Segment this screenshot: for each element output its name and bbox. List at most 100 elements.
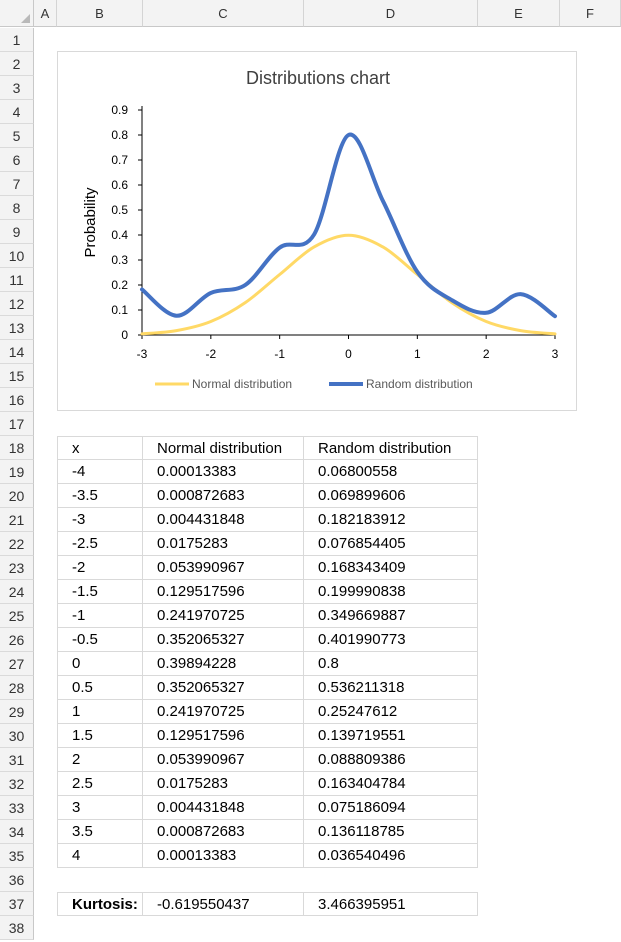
column-header-F[interactable]: F: [560, 0, 621, 27]
table-cell[interactable]: 0.352065327: [143, 628, 304, 652]
table-cell[interactable]: 0.129517596: [143, 580, 304, 604]
row-header-14[interactable]: 14: [0, 340, 34, 364]
table-cell[interactable]: 0.004431848: [143, 508, 304, 532]
table-cell[interactable]: 0.075186094: [304, 796, 478, 820]
select-all-corner[interactable]: [0, 0, 34, 27]
row-header-1[interactable]: 1: [0, 28, 34, 52]
table-cell[interactable]: -2.5: [57, 532, 143, 556]
table-cell[interactable]: 0.069899606: [304, 484, 478, 508]
table-cell[interactable]: 0.168343409: [304, 556, 478, 580]
table-cell[interactable]: 1.5: [57, 724, 143, 748]
table-cell[interactable]: 0.8: [304, 652, 478, 676]
table-cell[interactable]: 2.5: [57, 772, 143, 796]
table-cell[interactable]: 0.000872683: [143, 484, 304, 508]
row-header-6[interactable]: 6: [0, 148, 34, 172]
table-cell[interactable]: 2: [57, 748, 143, 772]
kurtosis-random-value[interactable]: 3.466395951: [304, 892, 478, 916]
table-cell[interactable]: 4: [57, 844, 143, 868]
row-header-35[interactable]: 35: [0, 844, 34, 868]
table-cell[interactable]: 0.25247612: [304, 700, 478, 724]
row-header-29[interactable]: 29: [0, 700, 34, 724]
row-header-24[interactable]: 24: [0, 580, 34, 604]
table-cell[interactable]: 0.39894228: [143, 652, 304, 676]
table-cell[interactable]: 0: [57, 652, 143, 676]
table-cell[interactable]: 0.163404784: [304, 772, 478, 796]
table-cell[interactable]: 0.004431848: [143, 796, 304, 820]
table-cell[interactable]: 1: [57, 700, 143, 724]
row-header-8[interactable]: 8: [0, 196, 34, 220]
row-header-2[interactable]: 2: [0, 52, 34, 76]
column-header-A[interactable]: A: [34, 0, 57, 27]
row-header-32[interactable]: 32: [0, 772, 34, 796]
distributions-chart[interactable]: Distributions chart Probability 0 0.1 0.2 0.3…: [57, 51, 577, 411]
row-header-7[interactable]: 7: [0, 172, 34, 196]
row-header-3[interactable]: 3: [0, 76, 34, 100]
row-header-23[interactable]: 23: [0, 556, 34, 580]
row-header-9[interactable]: 9: [0, 220, 34, 244]
table-cell[interactable]: 0.241970725: [143, 700, 304, 724]
table-cell[interactable]: 0.036540496: [304, 844, 478, 868]
row-header-22[interactable]: 22: [0, 532, 34, 556]
row-header-34[interactable]: 34: [0, 820, 34, 844]
row-header-33[interactable]: 33: [0, 796, 34, 820]
table-cell[interactable]: -3.5: [57, 484, 143, 508]
row-header-17[interactable]: 17: [0, 412, 34, 436]
row-header-31[interactable]: 31: [0, 748, 34, 772]
column-header-D[interactable]: D: [304, 0, 478, 27]
table-cell[interactable]: 0.06800558: [304, 460, 478, 484]
row-header-37[interactable]: 37: [0, 892, 34, 916]
table-cell[interactable]: 0.0175283: [143, 532, 304, 556]
kurtosis-label[interactable]: Kurtosis:: [57, 892, 143, 916]
column-header-C[interactable]: C: [143, 0, 304, 27]
table-header-cell[interactable]: Random distribution: [304, 436, 478, 460]
table-cell[interactable]: 3.5: [57, 820, 143, 844]
table-cell[interactable]: -4: [57, 460, 143, 484]
column-header-B[interactable]: B: [57, 0, 143, 27]
row-header-26[interactable]: 26: [0, 628, 34, 652]
table-cell[interactable]: -1: [57, 604, 143, 628]
table-cell[interactable]: 0.000872683: [143, 820, 304, 844]
row-header-15[interactable]: 15: [0, 364, 34, 388]
row-header-18[interactable]: 18: [0, 436, 34, 460]
table-cell[interactable]: 0.349669887: [304, 604, 478, 628]
table-header-cell[interactable]: x: [57, 436, 143, 460]
row-header-5[interactable]: 5: [0, 124, 34, 148]
row-header-28[interactable]: 28: [0, 676, 34, 700]
table-cell[interactable]: 0.129517596: [143, 724, 304, 748]
row-header-36[interactable]: 36: [0, 868, 34, 892]
row-header-21[interactable]: 21: [0, 508, 34, 532]
table-cell[interactable]: 0.088809386: [304, 748, 478, 772]
table-header-cell[interactable]: Normal distribution: [143, 436, 304, 460]
table-cell[interactable]: 0.401990773: [304, 628, 478, 652]
table-cell[interactable]: 0.536211318: [304, 676, 478, 700]
table-cell[interactable]: 0.053990967: [143, 556, 304, 580]
table-cell[interactable]: -3: [57, 508, 143, 532]
table-cell[interactable]: -1.5: [57, 580, 143, 604]
row-header-25[interactable]: 25: [0, 604, 34, 628]
row-header-4[interactable]: 4: [0, 100, 34, 124]
table-cell[interactable]: -2: [57, 556, 143, 580]
row-header-10[interactable]: 10: [0, 244, 34, 268]
row-header-19[interactable]: 19: [0, 460, 34, 484]
kurtosis-normal-value[interactable]: -0.619550437: [143, 892, 304, 916]
table-cell[interactable]: 0.00013383: [143, 460, 304, 484]
table-cell[interactable]: -0.5: [57, 628, 143, 652]
table-cell[interactable]: 0.0175283: [143, 772, 304, 796]
table-cell[interactable]: 0.241970725: [143, 604, 304, 628]
table-cell[interactable]: 0.136118785: [304, 820, 478, 844]
row-header-11[interactable]: 11: [0, 268, 34, 292]
column-header-E[interactable]: E: [478, 0, 560, 27]
table-cell[interactable]: 0.352065327: [143, 676, 304, 700]
row-header-38[interactable]: 38: [0, 916, 34, 940]
row-header-27[interactable]: 27: [0, 652, 34, 676]
row-header-12[interactable]: 12: [0, 292, 34, 316]
row-header-16[interactable]: 16: [0, 388, 34, 412]
table-cell[interactable]: 0.5: [57, 676, 143, 700]
table-cell[interactable]: 0.182183912: [304, 508, 478, 532]
row-header-30[interactable]: 30: [0, 724, 34, 748]
table-cell[interactable]: 0.139719551: [304, 724, 478, 748]
table-cell[interactable]: 0.00013383: [143, 844, 304, 868]
table-cell[interactable]: 0.076854405: [304, 532, 478, 556]
table-cell[interactable]: 3: [57, 796, 143, 820]
table-cell[interactable]: 0.199990838: [304, 580, 478, 604]
